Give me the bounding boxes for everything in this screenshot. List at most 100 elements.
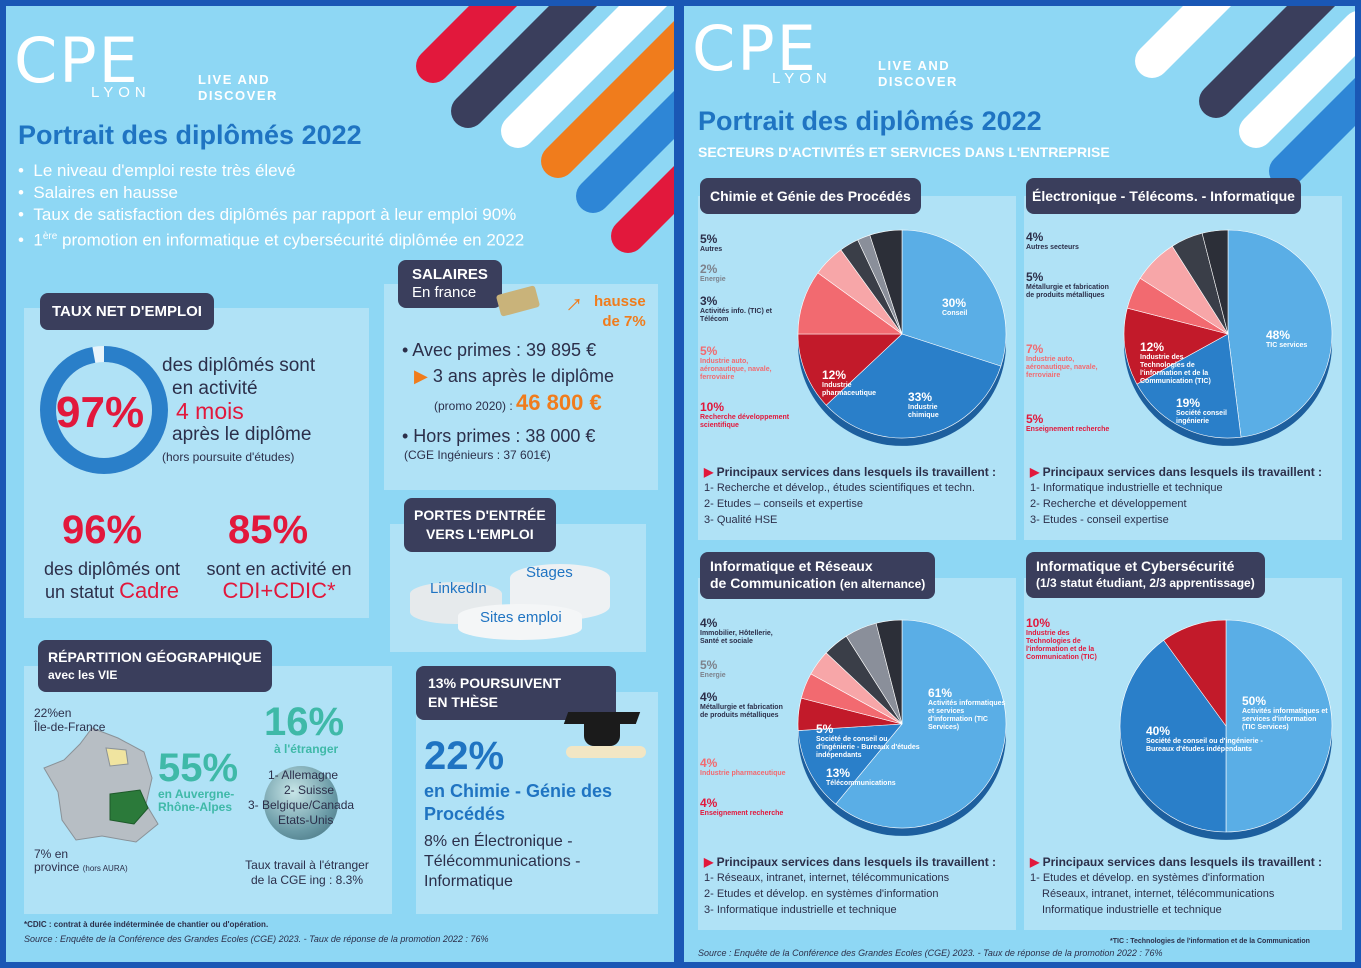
- in-label: 12% Industrie des Technologies de l'infor…: [1140, 340, 1211, 385]
- outer-label: 10% Industrie des Technologies de l'infor…: [1026, 616, 1097, 661]
- etranger-label: à l'étranger: [274, 742, 339, 756]
- promo-line: (promo 2020) : 46 800 €: [434, 390, 602, 415]
- portes-header: PORTES D'ENTRÉE VERS L'EMPLOI: [404, 498, 556, 552]
- pie-slice: [1123, 307, 1229, 385]
- pie-slice: [875, 619, 903, 725]
- outer-label: 5% Energie: [700, 658, 726, 679]
- outer-label: 3% Activités info. (TIC) et Télécom: [700, 294, 772, 323]
- outer-label: 4% Métallurgie et fabrication de produits…: [700, 690, 783, 719]
- irc-services: ▶ Principaux services dans lesquels ils …: [704, 855, 997, 916]
- elec-header: Électronique - Télécoms. - Informatique: [1026, 178, 1301, 214]
- outer-label: 5% Métallurgie et fabrication de produits…: [1026, 270, 1109, 299]
- outer-label: 7% Industrie auto, aéronautique, navale, …: [1026, 342, 1098, 379]
- outer-label: 2% Energie: [700, 262, 726, 283]
- in-label: 13% Télécommunications: [826, 766, 896, 787]
- podium-sites: [458, 604, 582, 640]
- chimie-pie: [797, 229, 1007, 446]
- pie-slice: [797, 723, 903, 805]
- emploi-ring-arc: [40, 346, 168, 474]
- bullet-item: • 1ère promotion en informatique et cybe…: [18, 230, 525, 250]
- cadre-text: des diplômés ont un statut Cadre: [43, 559, 181, 603]
- in-label: 30% Conseil: [942, 296, 968, 317]
- these-pct: 22%: [424, 734, 505, 778]
- pie-slice: [1227, 229, 1333, 438]
- emploi-text: des diplômés sont en activité 4 mois apr…: [162, 355, 316, 464]
- hors-primes: • Hors primes : 38 000 €: [402, 426, 596, 446]
- cadre-pct: 96%: [62, 508, 143, 552]
- tic-note: *TIC : Technologies de l'information et …: [1110, 938, 1310, 945]
- page-subtitle: SECTEURS D'ACTIVITÉS ET SERVICES DANS L'…: [698, 144, 1110, 160]
- in-label: 5% Société de conseil ou d'ingénierie - B…: [816, 722, 920, 759]
- emploi-pct: 97%: [56, 388, 145, 437]
- taux-etranger: Taux travail à l'étranger de la CGE ing :…: [245, 858, 369, 887]
- these-elec: 8% en Électronique - Télécommunications -…: [424, 833, 581, 890]
- logo-sub: LYON: [91, 84, 151, 101]
- aura-pct: 55%: [158, 746, 239, 790]
- cge-salary: (CGE Ingénieurs : 37 601€): [404, 448, 551, 462]
- pie-slice: [869, 229, 903, 335]
- france-map: [43, 727, 159, 843]
- pie-slice: [1163, 619, 1227, 727]
- cdi-pct: 85%: [228, 508, 309, 552]
- cdi-text: sont en activité en CDI+CDIC*: [206, 559, 352, 603]
- irc-header: Informatique et Réseaux de Communication…: [700, 552, 936, 599]
- avec-primes: • Avec primes : 39 895 €: [402, 340, 597, 360]
- salaires-box: [384, 284, 658, 490]
- page-title: Portrait des diplômés 2022: [698, 106, 1042, 136]
- cyber-pie: [1119, 619, 1333, 840]
- chimie-services: ▶ Principaux services dans lesquels ils …: [704, 465, 997, 526]
- pie-slice: [901, 229, 1007, 367]
- bullet-list: • Le niveau d'emploi reste très élevé • …: [18, 160, 524, 252]
- page-title: Portrait des diplômés 2022: [18, 120, 362, 150]
- graduation-cap-base: [584, 722, 620, 746]
- pie-slice: [1136, 333, 1242, 439]
- outer-label: 4% Industrie pharmaceutique: [700, 756, 786, 777]
- outer-label: 4% Autres secteurs: [1026, 230, 1079, 251]
- cyber-services: ▶ Principaux services dans lesquels ils …: [1030, 855, 1323, 916]
- pie-slice: [797, 333, 903, 406]
- idf-label: 22%en Île-de-France: [34, 706, 106, 734]
- these-header: 13% POURSUIVENT EN THÈSE: [416, 666, 616, 720]
- outer-label: 4% Enseignement recherche: [700, 796, 784, 817]
- outer-label: 5% Enseignement recherche: [1026, 412, 1110, 433]
- pie-slice: [1201, 229, 1229, 335]
- hausse-text: hausse de 7%: [594, 293, 646, 330]
- source: Source : Enquête de la Conférence des Gr…: [24, 934, 489, 944]
- left-panel: CPE LYON LIVE AND DISCOVER Portrait des d…: [6, 6, 674, 962]
- diploma-icon: [566, 746, 646, 758]
- sites-label: Sites emploi: [480, 609, 562, 626]
- tagline: LIVE AND DISCOVER: [198, 72, 278, 103]
- stages-label: Stages: [526, 564, 573, 581]
- emploi-header: TAUX NET D'EMPLOI: [40, 293, 214, 330]
- bullet-item: • Le niveau d'emploi reste très élevé: [18, 161, 296, 180]
- logo: CPE: [692, 12, 818, 85]
- ans-apres: ▶ 3 ans après le diplôme: [414, 366, 614, 386]
- pie-slice: [835, 619, 1007, 829]
- these-chimie: en Chimie - Génie des Procédés: [424, 781, 613, 824]
- etranger-pct: 16%: [264, 700, 345, 744]
- aura-label: en Auvergne- Rhône-Alpes: [158, 787, 235, 814]
- in-label: 12% Industrie pharmaceutique: [822, 368, 877, 397]
- globe-icon: [264, 766, 338, 840]
- pie-slice: [1119, 639, 1227, 833]
- outer-label: 5% Autres: [700, 232, 723, 253]
- outer-label: 4% Immobilier, Hôtellerie, Santé et socia…: [700, 616, 773, 645]
- elec-pie: [1123, 229, 1333, 446]
- irc-pie: [797, 619, 1007, 836]
- pie-slice: [825, 333, 1002, 439]
- bullet-item: • Salaires en hausse: [18, 183, 178, 202]
- footnote: *CDIC : contrat à durée indéterminée de …: [24, 920, 269, 929]
- logo-sub: LYON: [772, 70, 832, 87]
- elec-services: ▶ Principaux services dans lesquels ils …: [1030, 465, 1323, 526]
- geo-header: RÉPARTITION GÉOGRAPHIQUE avec les VIE: [38, 640, 272, 692]
- source: Source : Enquête de la Conférence des Gr…: [698, 948, 1163, 958]
- pie-slice: [1225, 619, 1333, 833]
- salaires-header: SALAIRES En france: [398, 260, 502, 308]
- right-panel: CPE LYON LIVE AND DISCOVER Portrait des d…: [684, 6, 1355, 962]
- in-label: 40% Société de conseil ou d'ingénierie - …: [1146, 724, 1263, 753]
- tagline: LIVE AND DISCOVER: [878, 58, 958, 89]
- countries-list: 1- Allemagne 2- Suisse 3- Belgique/Canad…: [248, 768, 355, 827]
- cyber-header: Informatique et Cybersécurité (1/3 statu…: [1026, 552, 1265, 598]
- logo: CPE: [14, 24, 140, 97]
- in-label: 33% Industrie chimique: [908, 390, 939, 419]
